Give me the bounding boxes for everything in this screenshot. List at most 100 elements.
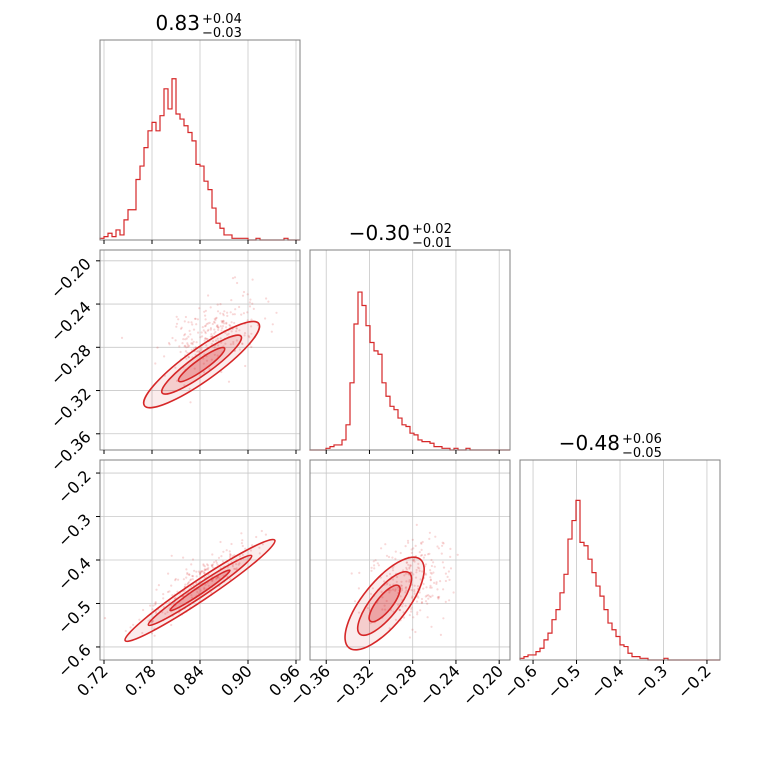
- sample-point: [199, 589, 202, 592]
- sample-point: [204, 324, 207, 327]
- sample-point: [265, 297, 268, 300]
- y-tick-label: −0.3: [54, 510, 95, 551]
- sample-point: [442, 617, 445, 620]
- sample-point: [417, 596, 420, 599]
- sample-point: [174, 596, 177, 600]
- sample-point: [415, 571, 418, 574]
- sample-point: [429, 571, 432, 574]
- sample-point: [437, 547, 440, 550]
- sample-point: [248, 305, 252, 308]
- sample-point: [188, 573, 191, 576]
- sample-point: [167, 341, 171, 345]
- sample-point: [417, 562, 420, 566]
- sample-point: [215, 577, 218, 580]
- sample-point: [205, 359, 209, 362]
- sample-point: [424, 572, 427, 575]
- sample-point: [456, 553, 459, 556]
- contour-level-1: [124, 538, 276, 643]
- sample-point: [400, 584, 403, 587]
- sample-point: [412, 559, 415, 562]
- sample-point: [174, 577, 177, 581]
- sample-point: [214, 330, 217, 334]
- sample-point: [226, 333, 229, 336]
- sample-point: [448, 578, 451, 582]
- sample-point: [184, 350, 187, 353]
- x-tick-label: −0.4: [587, 661, 628, 702]
- sample-point: [249, 298, 252, 301]
- histogram-param-1: [309, 291, 510, 451]
- sample-point: [228, 555, 232, 558]
- sample-point: [398, 608, 401, 611]
- sample-point: [211, 579, 214, 582]
- sample-point: [222, 322, 226, 325]
- sample-point: [178, 345, 181, 348]
- sample-point: [389, 589, 392, 592]
- sample-point: [217, 326, 220, 329]
- sample-point: [203, 587, 206, 591]
- sample-point: [421, 540, 424, 544]
- sample-point: [203, 339, 206, 342]
- sample-point: [447, 570, 450, 573]
- sample-point: [414, 576, 418, 579]
- title-param-2-plus: +0.06: [622, 432, 662, 447]
- sample-point: [195, 323, 198, 326]
- sample-point: [243, 332, 247, 335]
- sample-point: [261, 543, 264, 546]
- sample-point: [238, 348, 241, 351]
- sample-point: [373, 567, 376, 570]
- sample-point: [207, 584, 210, 587]
- sample-point: [179, 350, 182, 354]
- sample-point: [408, 636, 411, 639]
- sample-point: [183, 384, 186, 387]
- sample-point: [242, 312, 245, 315]
- sample-point: [204, 568, 207, 572]
- sample-point: [404, 572, 408, 575]
- sample-point: [275, 311, 278, 314]
- sample-point: [215, 577, 218, 580]
- sample-point: [235, 330, 238, 333]
- sample-point: [191, 342, 194, 345]
- sample-point: [236, 281, 239, 285]
- sample-point: [196, 318, 199, 321]
- sample-point: [420, 601, 424, 604]
- sample-point: [252, 307, 255, 310]
- sample-point: [185, 337, 188, 340]
- sample-point: [241, 553, 244, 557]
- sample-point: [184, 333, 187, 336]
- sample-point: [170, 554, 173, 557]
- sample-point: [243, 334, 246, 337]
- sample-point: [410, 551, 413, 555]
- sample-point: [380, 590, 383, 594]
- sample-point: [435, 582, 438, 586]
- sample-point: [413, 590, 416, 593]
- contour-level-2: [356, 570, 413, 637]
- sample-point: [420, 548, 423, 552]
- sample-point: [229, 578, 232, 581]
- sample-point: [155, 612, 158, 615]
- sample-point: [210, 564, 214, 567]
- sample-point: [207, 294, 210, 297]
- sample-point: [412, 616, 415, 619]
- sample-point: [401, 605, 404, 608]
- sample-point: [198, 307, 201, 310]
- sample-point: [186, 351, 189, 354]
- sample-point: [203, 586, 206, 589]
- sample-point: [201, 570, 204, 573]
- sample-point: [204, 314, 207, 317]
- sample-point: [184, 583, 187, 586]
- sample-point: [409, 571, 412, 574]
- sample-point: [429, 569, 432, 572]
- sample-point: [424, 600, 428, 603]
- sample-point: [225, 322, 228, 325]
- sample-point: [433, 565, 436, 568]
- sample-point: [427, 597, 430, 600]
- sample-point: [267, 300, 270, 303]
- sample-point: [207, 573, 210, 576]
- sample-point: [392, 588, 395, 591]
- sample-point: [204, 332, 207, 335]
- sample-point: [188, 387, 191, 390]
- sample-point: [424, 573, 428, 576]
- sample-point: [186, 345, 189, 348]
- sample-point: [216, 337, 219, 340]
- sample-point: [171, 594, 174, 597]
